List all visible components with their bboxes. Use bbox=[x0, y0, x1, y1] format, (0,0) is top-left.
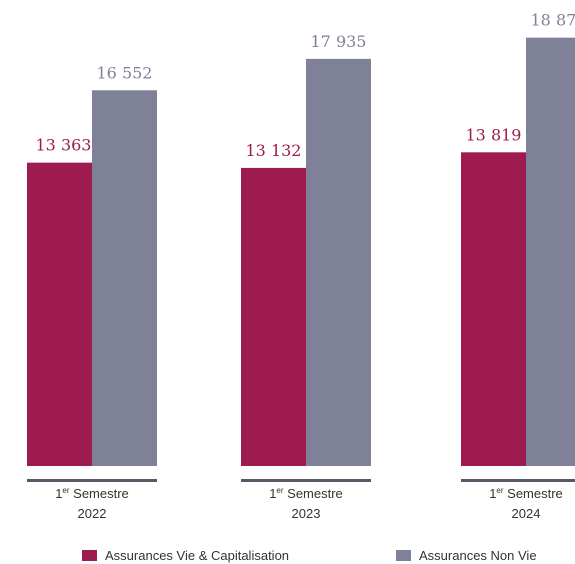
category-axis-lines bbox=[27, 479, 575, 482]
value-labels-group: 13 363 16 552 13 132 17 935 13 819 18 870 bbox=[36, 11, 575, 160]
legend-swatch-non-vie bbox=[396, 550, 411, 561]
category-label-2022-year: 2022 bbox=[78, 506, 107, 521]
value-label-vie-2024: 13 819 bbox=[466, 125, 522, 144]
value-label-non-vie-2023: 17 935 bbox=[311, 32, 367, 51]
bar-vie-2024 bbox=[461, 152, 526, 466]
bars-group bbox=[27, 37, 575, 467]
value-label-non-vie-2022: 16 552 bbox=[97, 63, 153, 82]
legend-label-vie: Assurances Vie & Capitalisation bbox=[105, 548, 289, 563]
category-label-2023-year: 2023 bbox=[292, 506, 321, 521]
axis-line-2022 bbox=[27, 479, 157, 482]
bar-vie-2022 bbox=[27, 162, 92, 466]
category-label-2024-year: 2024 bbox=[512, 506, 541, 521]
category-label-2024-line1: 1er Semestre bbox=[489, 486, 563, 501]
value-label-vie-2023: 13 132 bbox=[246, 141, 302, 160]
category-labels-group: 1er Semestre 2022 1er Semestre 2023 1er Seme… bbox=[55, 486, 563, 521]
bar-non-vie-2023 bbox=[306, 58, 371, 467]
value-label-vie-2022: 13 363 bbox=[36, 136, 92, 155]
bar-non-vie-2022 bbox=[92, 90, 157, 467]
value-label-non-vie-2024: 18 870 bbox=[531, 11, 575, 30]
legend: Assurances Vie & Capitalisation Assurance… bbox=[82, 548, 537, 563]
bar-vie-2023 bbox=[241, 167, 306, 466]
axis-line-2023 bbox=[241, 479, 371, 482]
category-label-2022-line1: 1er Semestre bbox=[55, 486, 129, 501]
legend-swatch-vie bbox=[82, 550, 97, 561]
bar-non-vie-2024 bbox=[526, 37, 575, 466]
axis-line-2024 bbox=[461, 479, 575, 482]
category-label-2023-line1: 1er Semestre bbox=[269, 486, 343, 501]
legend-label-non-vie: Assurances Non Vie bbox=[419, 548, 537, 563]
